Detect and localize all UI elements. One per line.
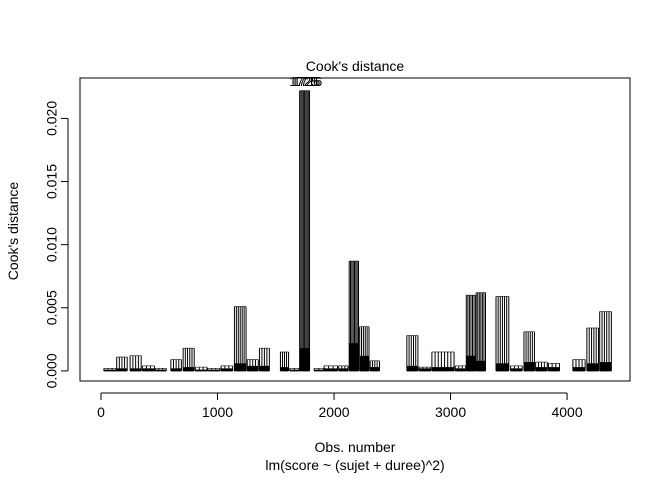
bars-layer	[103, 90, 612, 372]
y-tick-label: 0.005	[44, 290, 60, 325]
cooks-cluster-band	[207, 369, 220, 371]
y-axis-label: Cook's distance	[5, 182, 21, 281]
y-tick-label: 0.020	[44, 101, 60, 136]
x-tick-label: 4000	[551, 404, 582, 420]
x-tick-label: 3000	[435, 404, 466, 420]
y-tick-label: 0.000	[44, 353, 60, 388]
cooks-cluster-band	[406, 365, 418, 371]
cooks-cluster-band	[324, 368, 338, 371]
cooks-cluster-band	[599, 362, 612, 371]
cooks-cluster-band	[586, 363, 599, 371]
cooks-cluster-band	[510, 368, 523, 371]
cooks-cluster-band	[523, 362, 535, 371]
y-tick-label: 0.015	[44, 164, 60, 199]
plot-frame	[79, 77, 631, 382]
cooks-cluster-band	[155, 369, 167, 371]
cooks-cluster-band	[183, 367, 195, 371]
y-tick-label: 0.010	[44, 227, 60, 262]
x-tick-label: 0	[97, 404, 105, 420]
cooks-cluster-band	[349, 343, 359, 371]
cooks-cluster-band	[359, 355, 369, 371]
point-id-label: 1716	[293, 74, 322, 89]
cooks-cluster-band	[548, 367, 560, 371]
cooks-cluster-band	[103, 369, 117, 371]
cooks-cluster-band	[419, 368, 431, 371]
cooks-cluster-band	[195, 369, 208, 371]
chart-subtitle: lm(score ~ (sujet + duree)^2)	[265, 457, 444, 473]
cooks-cluster-band	[142, 368, 155, 371]
cooks-cluster-band	[455, 368, 466, 371]
x-tick-label: 1000	[202, 404, 233, 420]
chart-title: Cook's distance	[306, 58, 405, 74]
cooks-cluster-band	[338, 368, 349, 371]
x-axis-label: Obs. number	[315, 439, 396, 455]
axes-layer: 0 1000 2000 3000 4000 0.000 0.005 0.010 0.015 0.0…	[44, 101, 583, 420]
x-tick-label: 2000	[318, 404, 349, 420]
cooks-cluster-band	[220, 368, 233, 371]
cooks-cluster-band	[431, 367, 455, 371]
